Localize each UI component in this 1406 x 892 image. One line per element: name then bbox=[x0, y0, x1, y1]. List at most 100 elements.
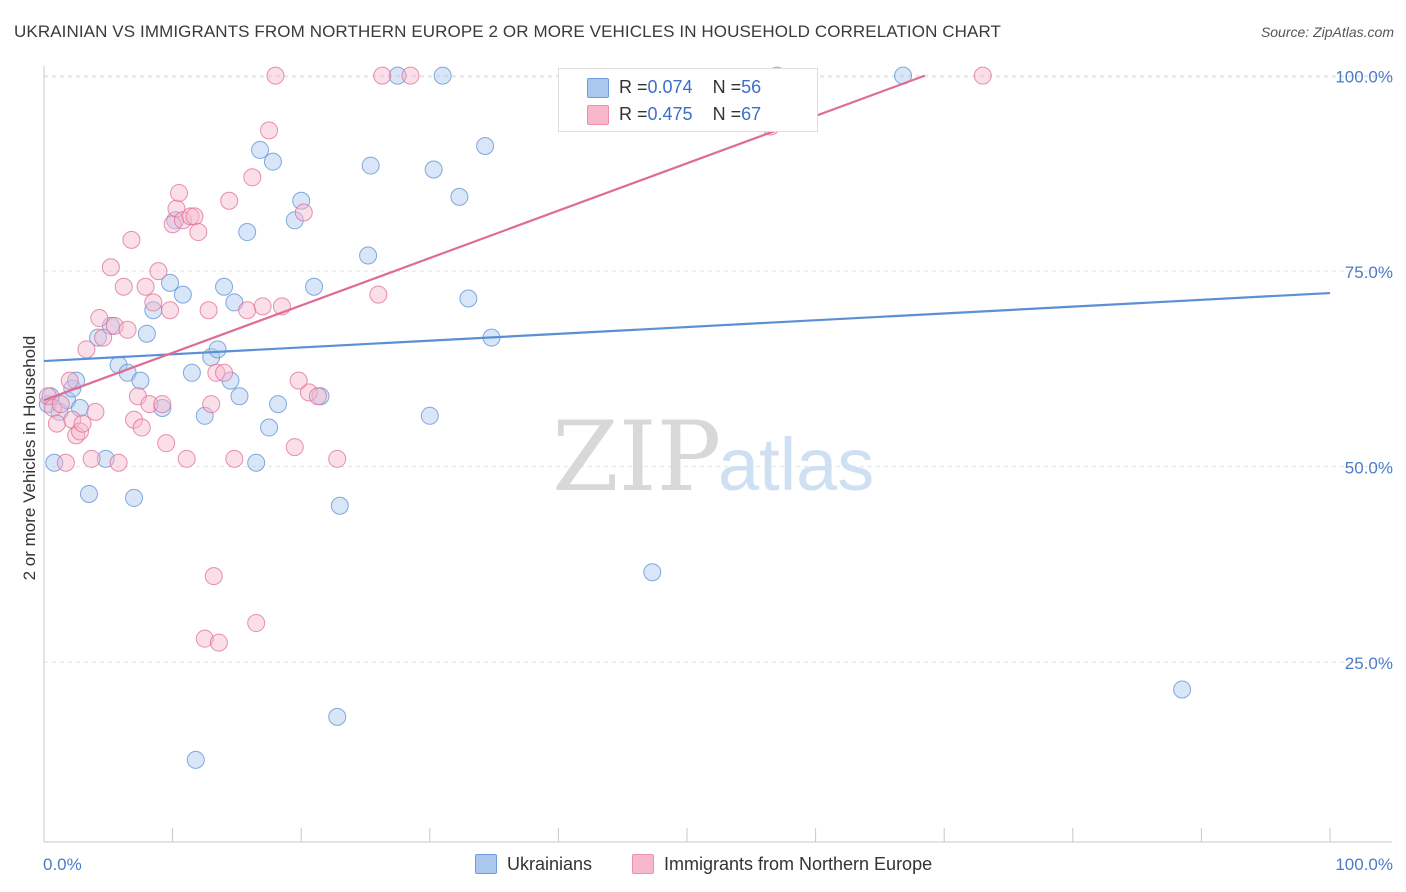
point-ukrainians bbox=[476, 137, 495, 156]
point-ukrainians bbox=[1173, 680, 1192, 699]
legend-item-northern-europe: Immigrants from Northern Europe bbox=[632, 853, 932, 875]
point-northern-europe bbox=[202, 395, 221, 414]
y-tick-label: 25.0% bbox=[1345, 654, 1393, 673]
point-northern-europe bbox=[289, 371, 308, 390]
point-ukrainians bbox=[420, 406, 439, 425]
legend-swatch bbox=[632, 854, 654, 874]
trend-line-ukrainians bbox=[43, 291, 1331, 363]
point-ukrainians bbox=[433, 66, 452, 85]
point-northern-europe bbox=[181, 207, 200, 226]
point-northern-europe bbox=[294, 203, 313, 222]
point-northern-europe bbox=[185, 207, 204, 226]
legend-swatch-ukrainians bbox=[587, 78, 609, 98]
r-label: R = bbox=[619, 103, 648, 124]
point-northern-europe bbox=[161, 301, 180, 320]
point-ukrainians bbox=[131, 371, 150, 390]
point-northern-europe bbox=[209, 633, 228, 652]
axes bbox=[43, 66, 1392, 843]
y-tick-label: 50.0% bbox=[1345, 459, 1393, 478]
point-ukrainians bbox=[208, 340, 227, 359]
point-ukrainians bbox=[247, 453, 266, 472]
point-ukrainians bbox=[230, 387, 249, 406]
chart-title: UKRAINIAN VS IMMIGRANTS FROM NORTHERN EU… bbox=[14, 22, 1002, 41]
stats-legend: R = 0.074 N = 56 R = 0.475 N = 67 bbox=[558, 68, 818, 132]
point-northern-europe bbox=[260, 121, 279, 140]
point-ukrainians bbox=[328, 707, 347, 726]
point-northern-europe bbox=[225, 449, 244, 468]
r-label: R = bbox=[619, 76, 648, 97]
point-ukrainians bbox=[251, 140, 270, 159]
point-northern-europe bbox=[122, 230, 141, 249]
point-northern-europe bbox=[51, 395, 70, 414]
point-northern-europe bbox=[77, 340, 96, 359]
point-ukrainians bbox=[450, 187, 469, 206]
point-northern-europe bbox=[60, 371, 79, 390]
point-northern-europe bbox=[220, 191, 239, 210]
point-ukrainians bbox=[388, 66, 407, 85]
point-ukrainians bbox=[215, 277, 234, 296]
r-value: 0.475 bbox=[647, 103, 693, 124]
point-northern-europe bbox=[308, 387, 327, 406]
tick-labels: 25.0% 50.0% 75.0% 100.0% 0.0% 100.0% bbox=[43, 68, 1393, 874]
point-northern-europe bbox=[47, 414, 66, 433]
point-ukrainians bbox=[361, 156, 380, 175]
y-tick-label: 75.0% bbox=[1345, 263, 1393, 282]
legend-label: Immigrants from Northern Europe bbox=[664, 853, 933, 874]
point-ukrainians bbox=[643, 563, 662, 582]
point-northern-europe bbox=[973, 66, 992, 85]
point-northern-europe bbox=[177, 449, 196, 468]
point-northern-europe bbox=[149, 262, 168, 281]
point-northern-europe bbox=[132, 418, 151, 437]
point-northern-europe bbox=[238, 301, 257, 320]
point-ukrainians bbox=[173, 285, 192, 304]
point-northern-europe bbox=[136, 277, 155, 296]
point-northern-europe bbox=[167, 199, 186, 218]
point-ukrainians bbox=[285, 211, 304, 230]
n-label: N = bbox=[712, 76, 742, 97]
watermark-zip: ZIP bbox=[552, 401, 721, 513]
point-northern-europe bbox=[56, 453, 75, 472]
point-ukrainians bbox=[195, 406, 214, 425]
point-northern-europe bbox=[373, 66, 392, 85]
point-northern-europe bbox=[144, 293, 163, 312]
point-northern-europe bbox=[285, 438, 304, 457]
point-ukrainians bbox=[80, 485, 99, 504]
point-northern-europe bbox=[157, 434, 176, 453]
point-ukrainians bbox=[161, 273, 180, 292]
source-label: Source: ZipAtlas.com bbox=[1260, 24, 1394, 40]
point-northern-europe bbox=[401, 66, 420, 85]
point-northern-europe bbox=[253, 297, 272, 316]
point-northern-europe bbox=[90, 309, 109, 328]
point-northern-europe bbox=[204, 567, 223, 586]
legend-swatch bbox=[475, 854, 497, 874]
point-northern-europe bbox=[299, 383, 318, 402]
n-label: N = bbox=[712, 103, 742, 124]
legend-swatch-northern-europe bbox=[587, 105, 609, 125]
point-ukrainians bbox=[292, 191, 311, 210]
watermark-atlas: atlas bbox=[718, 423, 874, 506]
point-ukrainians bbox=[186, 750, 205, 769]
legend-label: Ukrainians bbox=[507, 853, 593, 874]
point-northern-europe bbox=[189, 223, 208, 242]
gridlines bbox=[44, 75, 1392, 663]
point-northern-europe bbox=[195, 629, 214, 648]
point-ukrainians bbox=[459, 289, 478, 308]
point-northern-europe bbox=[125, 410, 144, 429]
point-northern-europe bbox=[215, 363, 234, 382]
y-axis-label: 2 or more Vehicles in Household bbox=[20, 336, 39, 581]
point-northern-europe bbox=[73, 414, 92, 433]
point-ukrainians bbox=[424, 160, 443, 179]
point-northern-europe bbox=[266, 66, 285, 85]
point-northern-europe bbox=[86, 402, 105, 421]
point-northern-europe bbox=[140, 395, 159, 414]
point-northern-europe bbox=[94, 328, 113, 347]
point-northern-europe bbox=[82, 449, 101, 468]
n-value: 67 bbox=[741, 103, 762, 124]
point-ukrainians bbox=[263, 152, 282, 171]
x-tick-label: 100.0% bbox=[1335, 855, 1393, 874]
x-tick-label: 0.0% bbox=[43, 855, 82, 874]
point-ukrainians bbox=[137, 324, 156, 343]
n-value: 56 bbox=[741, 76, 762, 97]
point-northern-europe bbox=[369, 285, 388, 304]
